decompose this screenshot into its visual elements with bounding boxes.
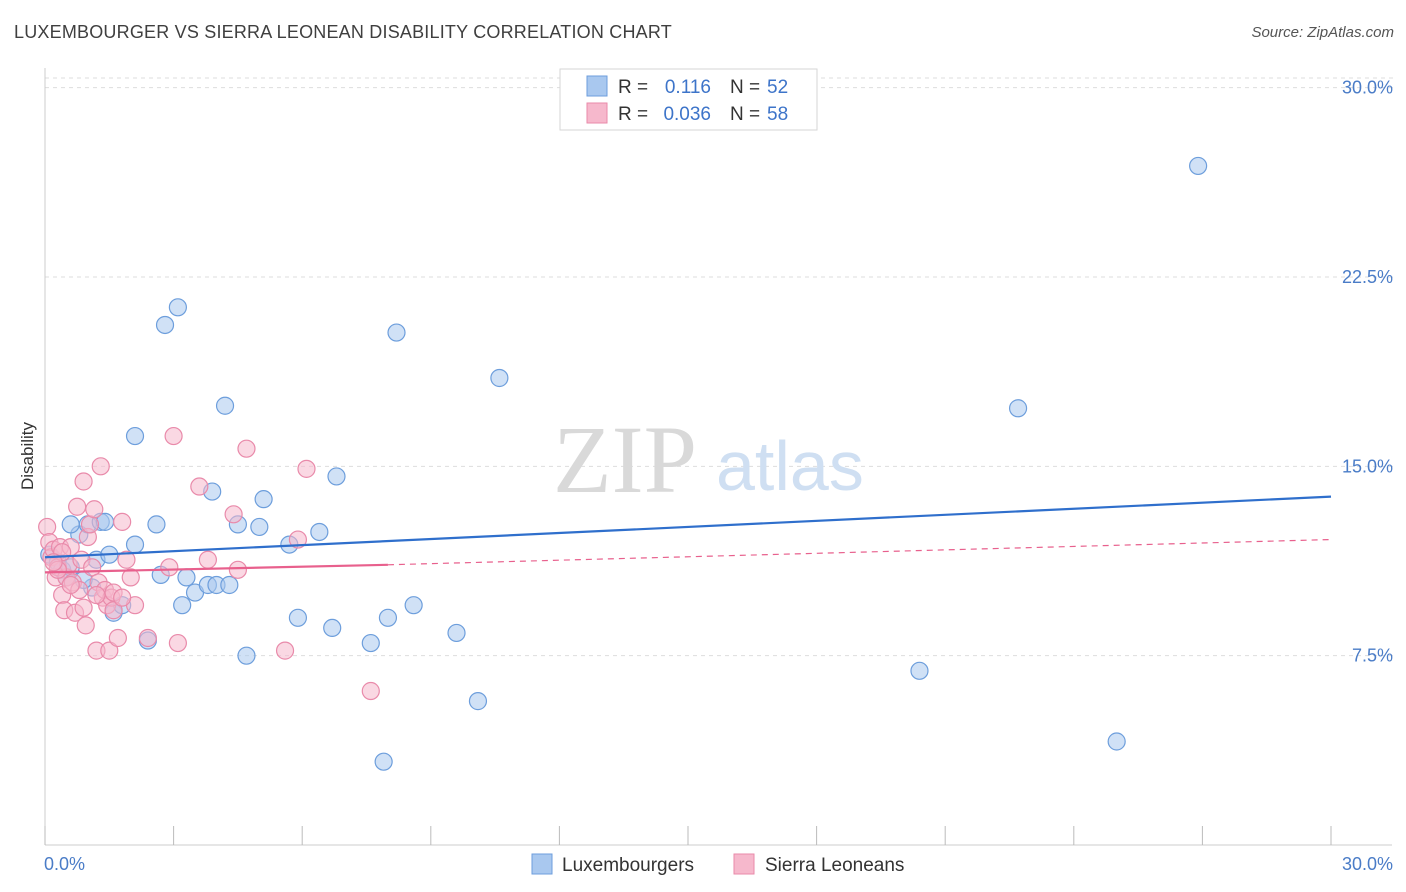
point-luxembourgers [404,596,423,615]
trend-line-sierra-leoneans-extension [387,538,1332,566]
point-sierra-leonean [83,558,102,577]
point-sierra-leonean [190,477,209,496]
legend-swatch-pink [586,102,608,124]
point-sierra-leonean [168,633,187,653]
bottom-legend-label-luxembourgers: Luxembourgers [562,855,694,876]
legend-r-label-2: R = [618,104,648,125]
point-sierra-leonean [237,439,256,458]
bottom-legend-swatch-pink [733,853,755,875]
point-sierra-leonean [228,560,247,579]
legend-n-value-1: 52 [767,77,788,98]
point-luxembourgers [155,315,175,335]
y-tick-label: 22.5% [1342,267,1393,287]
point-luxembourgers [220,575,239,595]
point-luxembourgers [168,298,187,317]
y-tick-label: 7.5% [1352,646,1393,666]
point-luxembourgers [310,522,329,542]
x-tick-labels: 0.0% 30.0% [44,854,1393,874]
watermark-zip: ZIP [553,406,697,513]
y-axis-title: Disability [18,421,37,490]
legend-n-label-2: N = [730,104,760,125]
bottom-legend-label-sierra-leoneans: Sierra Leoneans [765,855,904,876]
trend-line-luxembourgers [44,495,1332,559]
point-sierra-leonean [104,601,123,620]
legend-n-label-1: N = [730,77,760,98]
point-sierra-leonean [224,505,243,524]
point-luxembourgers [125,535,145,554]
point-luxembourgers [1107,732,1126,751]
point-sierra-leonean [108,628,127,648]
trend-lines [44,495,1332,574]
point-luxembourgers [323,618,342,637]
legend: R = 0.116 N = 52 R = 0.036 N = 58 [559,68,818,131]
y-tick-label: 30.0% [1342,78,1393,98]
point-sierra-leonean [113,512,132,531]
axes [44,68,1392,846]
point-sierra-leonean [113,588,132,607]
watermark: ZIP atlas [553,406,864,513]
point-luxembourgers [910,661,929,680]
point-luxembourgers [173,596,192,615]
point-luxembourgers [288,608,308,627]
point-luxembourgers [237,646,256,665]
point-sierra-leonean [85,500,104,519]
point-luxembourgers [327,467,346,486]
legend-r-value-2: 0.036 [663,104,711,125]
point-luxembourgers [490,368,509,388]
point-sierra-leonean [61,575,80,595]
legend-n-value-2: 58 [767,104,788,125]
x-tick-label: 0.0% [44,854,85,874]
point-sierra-leonean [117,550,136,569]
point-luxembourgers [447,623,466,643]
point-sierra-leonean [121,568,140,587]
y-tick-labels: 7.5% 15.0% 22.5% 30.0% [1342,78,1393,666]
point-sierra-leonean [87,585,106,605]
point-luxembourgers [387,323,406,342]
point-luxembourgers [61,515,80,534]
point-sierra-leonean [38,517,57,537]
point-luxembourgers [125,426,145,446]
bottom-legend: Luxembourgers Sierra Leoneans [531,853,904,876]
point-luxembourgers [1189,156,1208,176]
point-sierra-leonean [74,472,93,491]
point-sierra-leonean [361,681,380,701]
point-sierra-leonean [138,628,157,648]
point-sierra-leonean [275,641,295,660]
point-luxembourgers [378,608,398,627]
point-sierra-leonean [76,616,95,635]
point-luxembourgers [1008,399,1028,418]
point-sierra-leonean [297,459,316,478]
source-label: Source: ZipAtlas.com [1251,24,1394,41]
chart-title: LUXEMBOURGER VS SIERRA LEONEAN DISABILIT… [14,22,672,42]
point-luxembourgers [374,752,393,771]
point-sierra-leonean [288,530,308,549]
point-luxembourgers [147,515,166,534]
point-luxembourgers [468,692,488,711]
x-tick-label: 30.0% [1342,854,1393,874]
point-sierra-leonean [91,457,110,476]
y-tick-label: 15.0% [1342,456,1393,476]
point-sierra-leonean [68,497,87,516]
legend-r-label-1: R = [618,77,648,98]
point-luxembourgers [254,490,273,509]
point-luxembourgers [215,396,235,415]
points-sierra-leoneans [38,426,380,701]
legend-swatch-blue [586,75,608,97]
point-luxembourgers [250,517,269,537]
watermark-atlas: atlas [716,427,864,505]
legend-r-value-1: 0.116 [665,77,711,98]
point-sierra-leonean [164,426,183,446]
trend-line-sierra-leoneans [44,563,388,574]
bottom-legend-swatch-blue [531,853,553,875]
point-sierra-leonean [160,558,179,577]
point-sierra-leonean [198,550,217,569]
point-luxembourgers [361,633,380,653]
point-sierra-leonean [100,641,119,660]
point-luxembourgers [177,568,196,587]
point-sierra-leonean [80,515,100,534]
point-sierra-leonean [74,598,93,617]
